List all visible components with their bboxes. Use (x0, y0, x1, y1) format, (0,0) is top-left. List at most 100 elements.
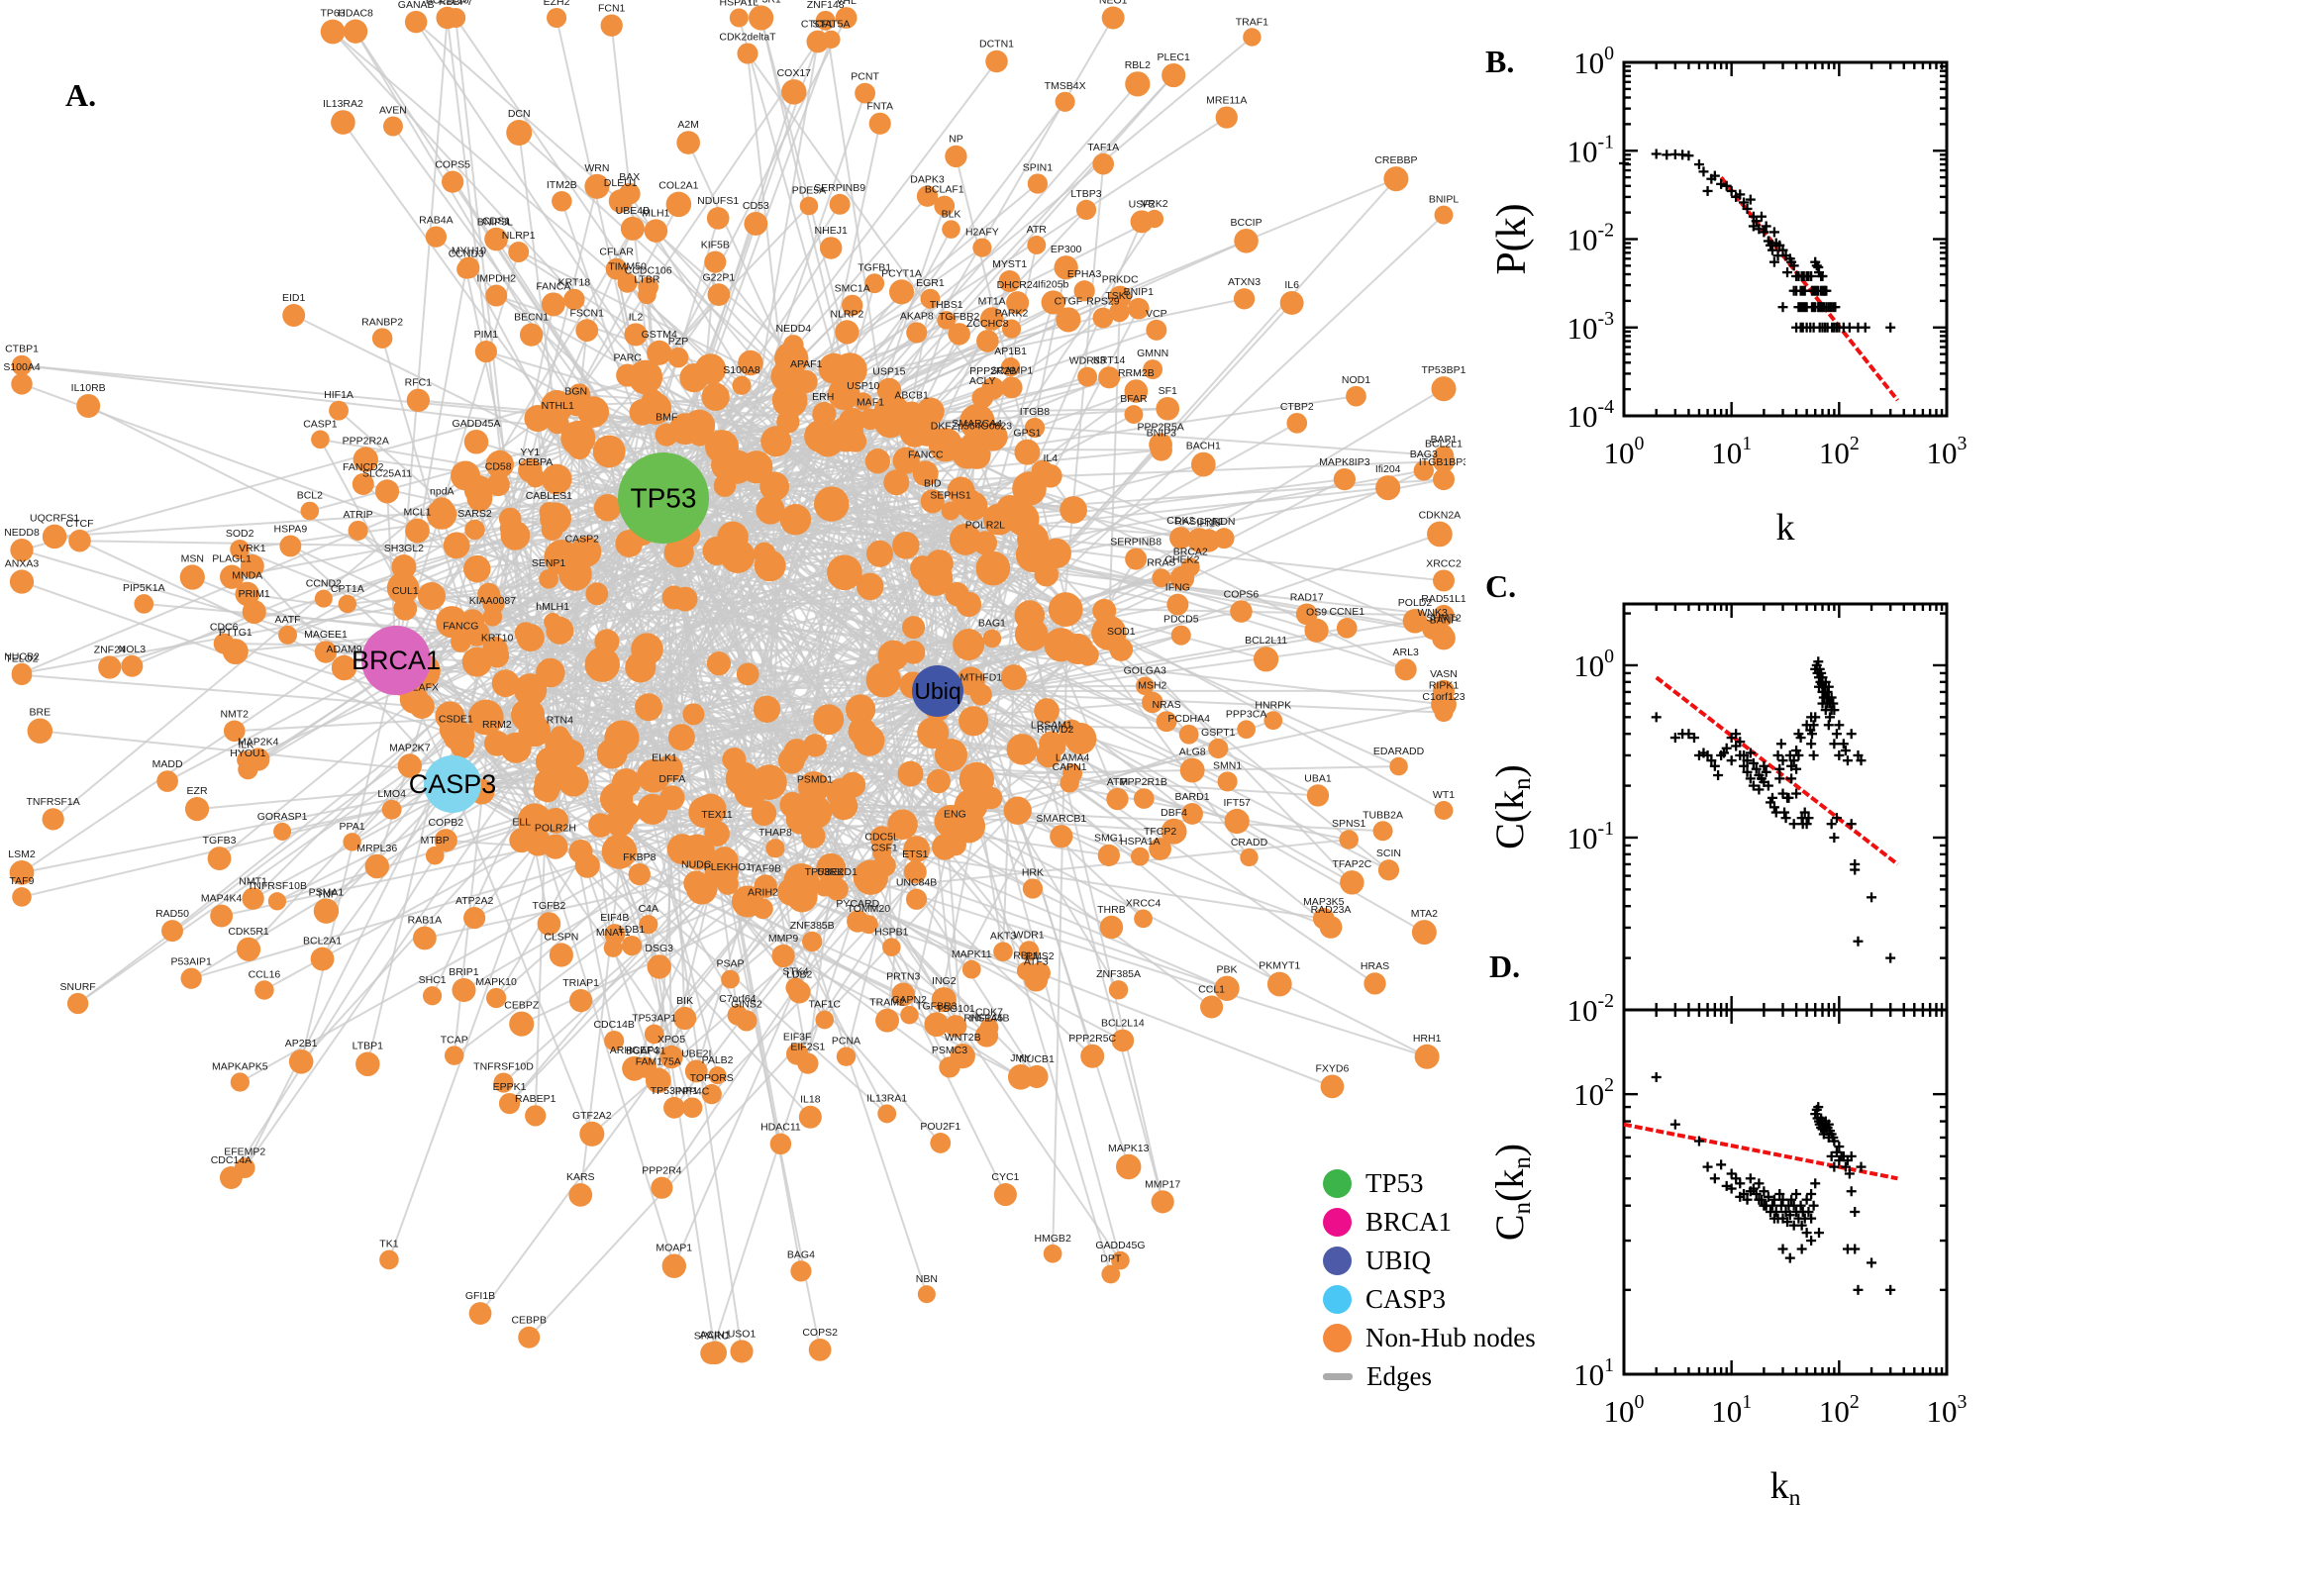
nonhub-node (1333, 468, 1356, 491)
gene-label: P53AIP1 (170, 956, 212, 968)
gene-label: TAF1A (1087, 142, 1119, 153)
gene-label: PSAP (717, 958, 745, 970)
nonhub-node (436, 606, 468, 639)
gene-label: PCDHA4 (1167, 713, 1210, 725)
gene-label: ARHGEF4 (610, 1045, 659, 1056)
gene-label: POLR2H (535, 823, 576, 835)
nonhub-node (982, 503, 1015, 536)
gene-label: TP53RK (805, 866, 845, 878)
nonhub-node (541, 518, 563, 541)
nonhub-node (467, 699, 504, 736)
nonhub-node (179, 564, 205, 590)
nonhub-node (753, 695, 781, 723)
gene-label: SEPHS1 (930, 490, 971, 502)
gene-label: KRT14 (1093, 354, 1126, 366)
panel-a-label: A. (65, 77, 97, 113)
nonhub-node (756, 495, 785, 525)
nonhub-node (514, 622, 537, 645)
gene-label: MMP9 (768, 933, 798, 945)
nonhub-node (9, 859, 35, 885)
gene-label: LTBR (634, 274, 659, 286)
nonhub-node (518, 1326, 541, 1348)
plot-frame (1622, 1008, 1949, 1376)
gene-label: KRT18 (558, 277, 591, 289)
axis-tick-label: 100 (1573, 43, 1614, 80)
nonhub-node (998, 270, 1021, 293)
axis-tick-label: 103 (1927, 433, 1968, 470)
gene-label: CUL1 (392, 585, 419, 597)
nonhub-node (1034, 561, 1060, 587)
nonhub-node (1346, 385, 1366, 407)
nonhub-node (513, 673, 548, 707)
gene-label: MAPKAPK5 (212, 1060, 268, 1072)
gene-label: PALB2 (702, 1054, 734, 1066)
gene-label: HSPB1 (874, 926, 909, 938)
nonhub-node (887, 809, 918, 841)
nonhub-node (939, 1056, 960, 1078)
gene-label: GADD45A (452, 418, 500, 430)
gene-label: MAGEE1 (304, 629, 348, 641)
gene-label: VCP (1146, 308, 1167, 320)
nonhub-node (611, 768, 642, 798)
nonhub-node (180, 967, 202, 989)
nonhub-node (683, 870, 710, 897)
gene-label: CHEK2 (1164, 554, 1199, 566)
nonhub-node (901, 640, 926, 664)
nonhub-node (1108, 285, 1132, 309)
nonhub-node (1208, 738, 1229, 759)
gene-label: SERPINB9 (814, 182, 865, 194)
gene-label: PRIM1 (239, 588, 270, 600)
nonhub-node (452, 978, 476, 1003)
nonhub-node (845, 694, 876, 725)
gene-label: GINS2 (731, 998, 762, 1010)
gene-label: RASGRF1 (1174, 516, 1224, 528)
nonhub-node (207, 847, 232, 870)
gene-label: KARS (566, 1171, 595, 1183)
nonhub-node (11, 662, 33, 684)
nonhub-node (1134, 909, 1153, 929)
gene-label: DKFZp564O0823 (931, 421, 1012, 433)
gene-label: SMC1A (835, 283, 870, 295)
nonhub-node (1433, 679, 1455, 702)
gene-label: RANBP2 (361, 316, 403, 328)
gene-label: EID1 (282, 292, 306, 304)
nonhub-node (1109, 638, 1134, 661)
gene-label: TGFB3 (203, 835, 237, 847)
gene-label: STK4 (782, 966, 808, 978)
gene-label: Ifi204 (1375, 463, 1401, 475)
gene-label: TNFRSF10D (473, 1060, 534, 1072)
gene-label: MAP3K5 (1303, 896, 1345, 908)
gene-label: CTGF (1055, 295, 1083, 307)
nonhub-node (930, 1133, 952, 1153)
nonhub-node (877, 1104, 897, 1124)
gene-label: BMF (656, 411, 677, 423)
nonhub-node (425, 846, 445, 865)
gene-label: UBE4B (616, 205, 650, 217)
nonhub-node (655, 423, 678, 447)
gene-label: TOPORS (690, 1072, 734, 1084)
nonhub-node (1142, 691, 1163, 714)
nonhub-node (753, 542, 776, 565)
x-axis-title: kn (1770, 1465, 1801, 1511)
gene-label: MYST1 (992, 258, 1027, 270)
nonhub-node (635, 693, 662, 722)
nonhub-node (704, 821, 730, 847)
gene-label: CCDC106 (625, 264, 672, 276)
nonhub-node (842, 294, 863, 317)
gene-label: TRAM2 (869, 997, 905, 1009)
gene-label: TGFBR2 (939, 311, 980, 323)
nonhub-node (802, 931, 823, 952)
gene-label: IL2 (629, 311, 644, 323)
gene-label: FANCA (536, 280, 570, 292)
nonhub-node (1060, 496, 1087, 524)
nonhub-node (451, 632, 471, 652)
nonhub-node (543, 834, 568, 859)
nonhub-node (959, 761, 995, 798)
nonhub-node (364, 853, 390, 879)
hub-node-ubiq (912, 665, 963, 717)
gene-label: MLH1 (642, 207, 669, 219)
nonhub-node (655, 763, 674, 783)
nonhub-node (736, 662, 759, 686)
nonhub-node (210, 904, 234, 928)
nonhub-node (637, 793, 668, 825)
